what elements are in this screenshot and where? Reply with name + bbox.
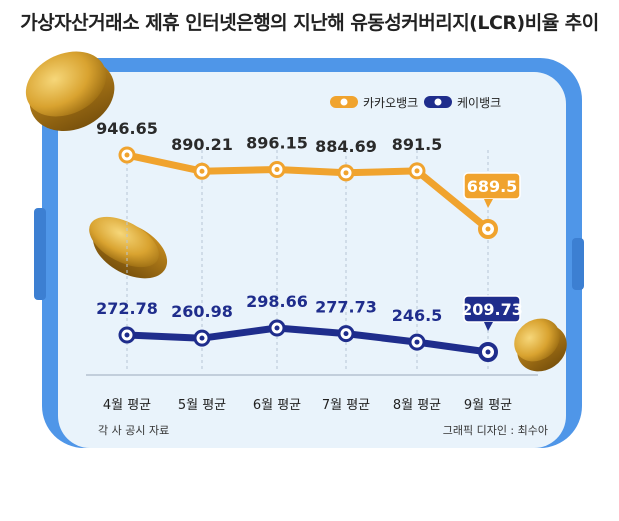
x-tick-label: 8월 평균 (393, 398, 441, 413)
value-callout-pointer (484, 199, 493, 208)
phone-side-button-right (572, 238, 584, 290)
x-tick-label: 9월 평균 (464, 398, 512, 413)
value-label: 890.21 (171, 135, 233, 154)
chart-title: 가상자산거래소 제휴 인터넷은행의 지난해 유동성커버리지(LCR)비율 추이 (20, 12, 599, 34)
value-label: 209.73 (461, 300, 523, 319)
legend-label-kbank: 케이뱅크 (457, 96, 501, 110)
value-label: 689.5 (467, 177, 518, 196)
data-point-center (124, 332, 130, 338)
data-point-center (414, 339, 420, 345)
coin-icon-right (514, 318, 567, 372)
legend-item-kakaobank: 카카오뱅크 (330, 96, 418, 110)
value-label: 298.66 (246, 292, 308, 311)
value-label: 896.15 (246, 134, 308, 153)
value-label: 884.69 (315, 137, 377, 156)
phone-side-button-left (34, 208, 46, 300)
coin-icon-middle (89, 216, 168, 279)
source-text: 각 사 공시 자료 (98, 424, 169, 437)
value-label: 272.78 (96, 299, 158, 318)
data-point-center (199, 168, 205, 174)
value-label: 891.5 (392, 135, 443, 154)
x-tick-label: 7월 평균 (322, 398, 370, 413)
data-point-center (274, 167, 280, 173)
data-point-center (414, 168, 420, 174)
legend: 카카오뱅크 케이뱅크 (330, 96, 501, 110)
x-tick-label: 4월 평균 (103, 398, 151, 413)
series-line-0 (123, 151, 492, 233)
data-point-center (485, 349, 491, 355)
credit-text: 그래픽 디자인 : 최수아 (443, 424, 548, 437)
data-point-center (343, 170, 349, 176)
value-label: 277.73 (315, 298, 377, 317)
value-label: 946.65 (96, 119, 158, 138)
legend-label-kakaobank: 카카오뱅크 (363, 96, 418, 110)
x-tick-label: 6월 평균 (253, 398, 301, 413)
value-callout-pointer (484, 322, 493, 331)
data-point-center (485, 226, 491, 232)
coin-icon-top-left (25, 51, 115, 131)
x-tick-label: 5월 평균 (178, 398, 226, 413)
value-label: 260.98 (171, 302, 233, 321)
data-point-center (274, 325, 280, 331)
series-line-1 (123, 324, 492, 356)
data-point-center (199, 335, 205, 341)
value-label: 246.5 (392, 306, 443, 325)
legend-item-kbank: 케이뱅크 (424, 96, 501, 110)
data-point-center (343, 331, 349, 337)
data-point-center (124, 152, 130, 158)
